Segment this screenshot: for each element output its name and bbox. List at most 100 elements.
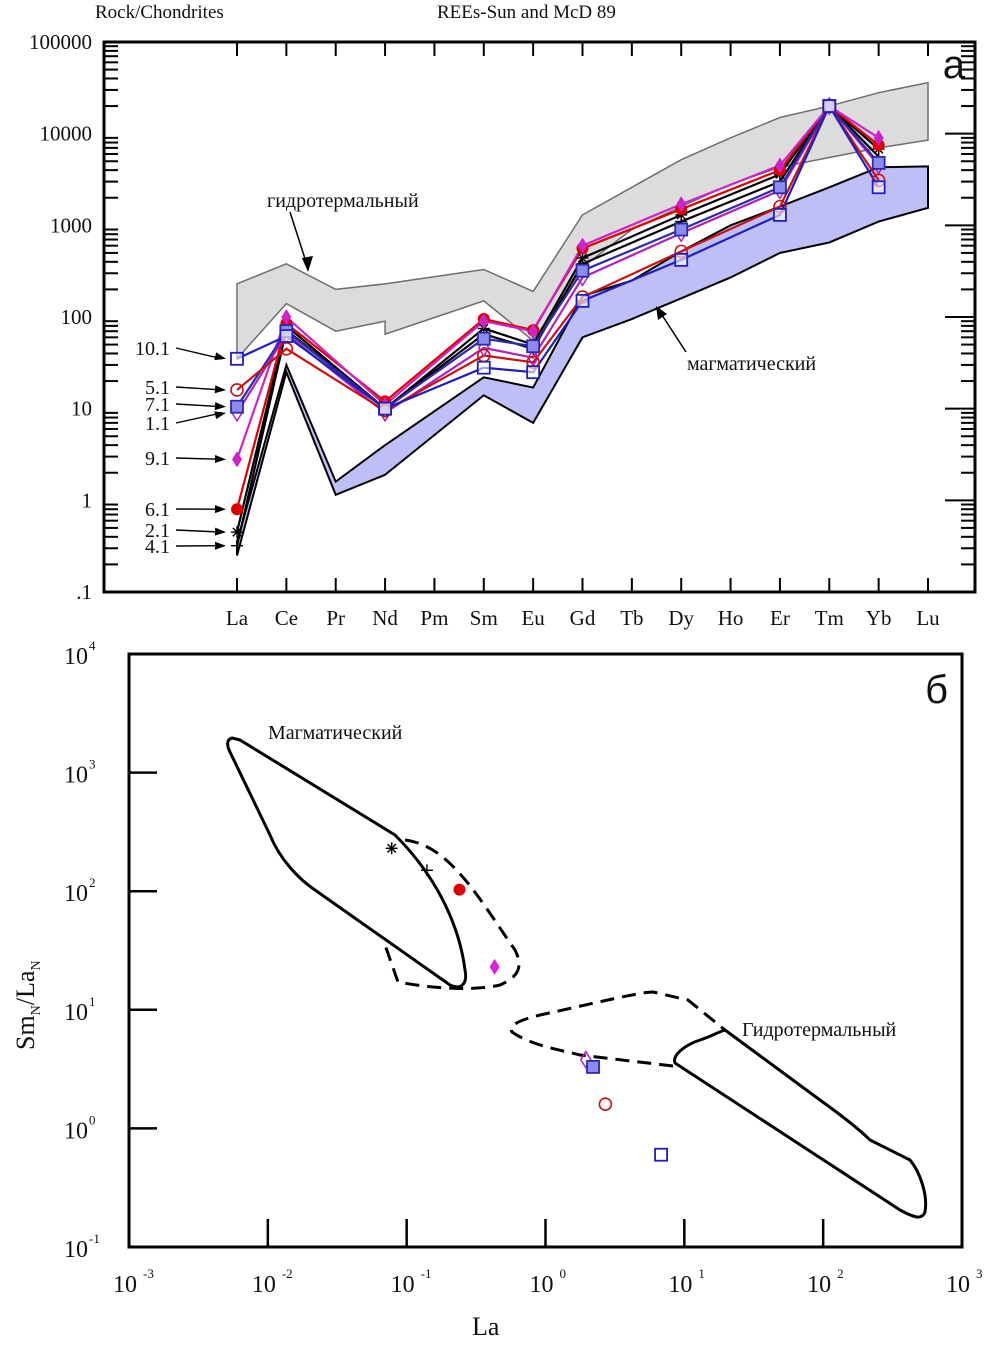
y-label-sm: Sm (11, 1015, 40, 1050)
point-9.1-La (232, 451, 242, 468)
y-tick-label: 10 (71, 397, 92, 421)
sample-label-5.1: 5.1 (145, 377, 170, 399)
point-2.1-Gd (577, 253, 588, 263)
x-tick-exp-b: 3 (976, 1266, 983, 1281)
x-tick-label-Ce: Ce (275, 606, 298, 630)
point-7.1-Gd (575, 263, 590, 278)
x-tick-exp-b: -2 (282, 1266, 293, 1281)
x-axis-label-b: La (472, 1312, 500, 1341)
magmatic-arrow-line (659, 311, 687, 353)
y-tick-label: .1 (76, 580, 92, 604)
y-tick-exp-b: 2 (89, 875, 96, 890)
y-tick-label: 100 (61, 305, 93, 329)
x-tick-label-b: 10 (391, 1272, 415, 1298)
y-tick-label-b: 10 (64, 881, 88, 907)
point-10.1-Er (773, 207, 787, 222)
y-axis-label-b: SmN/LaN (11, 960, 44, 1050)
panel-a-ree-spider: Rock/Chondrites REEs-Sun and McD 89 1000… (29, 2, 977, 630)
sample-label-10.1: 10.1 (135, 338, 170, 360)
point-6.1-La (231, 503, 243, 516)
x-tick-label-Tm: Tm (815, 606, 844, 630)
point-7.1-Sm (476, 331, 491, 346)
point-7.1-La (230, 399, 244, 414)
series-line-7.1 (236, 104, 880, 411)
point-9.1-Gd (577, 237, 588, 254)
point-9.1-Er (774, 157, 785, 174)
sample-label-7.1: 7.1 (145, 394, 170, 416)
x-tick-label-b: 10 (530, 1272, 554, 1298)
point-10.1-Sm (476, 360, 491, 375)
x-tick-label-Yb: Yb (866, 606, 892, 630)
svg-text:SmN/LaN: SmN/LaN (11, 960, 44, 1050)
title-right: REEs-Sun and McD 89 (437, 2, 616, 23)
y-label-la: /La (11, 970, 40, 1005)
y-tick-exp-b: 4 (89, 638, 96, 653)
x-tick-label-Gd: Gd (570, 606, 596, 630)
point-9.1-Sm (478, 313, 489, 330)
point-10.1-Dy (674, 252, 689, 267)
sample-labels: 10.1 5.17.11.1 9.1 6.12.14.1 (135, 338, 226, 558)
point-10.1-Nd (378, 401, 392, 416)
sample-arrowhead-7.1 (214, 402, 226, 411)
x-tick-label-b: 10 (668, 1272, 692, 1298)
magmatic-field-solid (226, 736, 468, 989)
x-tick-exp-b: -1 (421, 1266, 432, 1281)
series-line-5.1 (236, 103, 880, 412)
y-label-sub1: N (29, 1005, 44, 1015)
point-5.1-La (230, 383, 244, 397)
panel-b-scatter: б 10 -3 10 -2 10 -1 10 0 10 1 10 2 10 310 410 310 210 110… (11, 638, 983, 1341)
sample-arrowhead-2.1 (214, 527, 226, 536)
hydrothermal-field-dashed (509, 990, 726, 1068)
magmatic-arrowhead (656, 306, 667, 320)
point-9.1-Dy (676, 196, 687, 213)
y-tick-label: 1000 (50, 213, 92, 237)
x-tick-label-b: 10 (113, 1272, 137, 1298)
y-tick-exp-b: 0 (89, 1112, 96, 1127)
hydrothermal-arrowhead (302, 256, 313, 272)
ree-series (230, 96, 886, 552)
point-7.1-Eu (526, 339, 541, 354)
field-label-hydrothermal-b: Гидротермальный (742, 1019, 897, 1041)
hydrothermal-field (236, 81, 929, 361)
series-line-10.1 (236, 103, 880, 410)
x-tick-exp-b: 0 (560, 1266, 567, 1281)
x-tick-label-b: 10 (946, 1272, 970, 1298)
scatter-point-5.1 (598, 1097, 613, 1111)
ree-fields (236, 81, 929, 556)
x-tick-label-Sm: Sm (470, 606, 498, 630)
scatter-point-10.1 (654, 1147, 668, 1162)
point-9.1-Eu (528, 323, 539, 340)
point-2.1-La (232, 527, 242, 537)
sample-arrowhead-1.1 (214, 411, 226, 420)
point-10.1-Gd (575, 293, 590, 308)
point-10.1-Yb (871, 180, 886, 195)
plot-frame-b (127, 652, 964, 1249)
scatter-point-2.1 (386, 843, 397, 853)
scatter-point-6.1 (453, 883, 466, 896)
panel-label-b: б (925, 668, 948, 712)
sample-label-6.1: 6.1 (145, 499, 170, 521)
magmatic-field-dashed (383, 838, 521, 990)
x-tick-label-Ho: Ho (718, 606, 744, 630)
x-tick-exp-b: 2 (837, 1266, 844, 1281)
point-10.1-Ce (279, 329, 294, 343)
y-tick-exp-b: 3 (89, 757, 96, 772)
sample-label-9.1: 9.1 (145, 448, 170, 470)
field-label-magmatic: магматический (687, 353, 816, 375)
sample-arrow-7.1 (175, 403, 223, 408)
y-tick-label: 10000 (40, 122, 93, 146)
sample-arrow-5.1 (175, 386, 223, 391)
x-tick-label-Er: Er (770, 606, 790, 630)
point-10.1-Eu (526, 365, 541, 380)
sample-label-4.1: 4.1 (145, 536, 170, 558)
sample-label-2.1: 2.1 (145, 520, 170, 542)
x-tick-label-Dy: Dy (668, 606, 694, 630)
sample-arrow-10.1 (175, 347, 223, 360)
point-10.1-Tm (822, 99, 837, 113)
x-tick-label-Tb: Tb (620, 606, 643, 630)
x-tick-label-Lu: Lu (916, 606, 940, 630)
title-left: Rock/Chondrites (95, 2, 224, 23)
x-tick-label-b: 10 (807, 1272, 831, 1298)
